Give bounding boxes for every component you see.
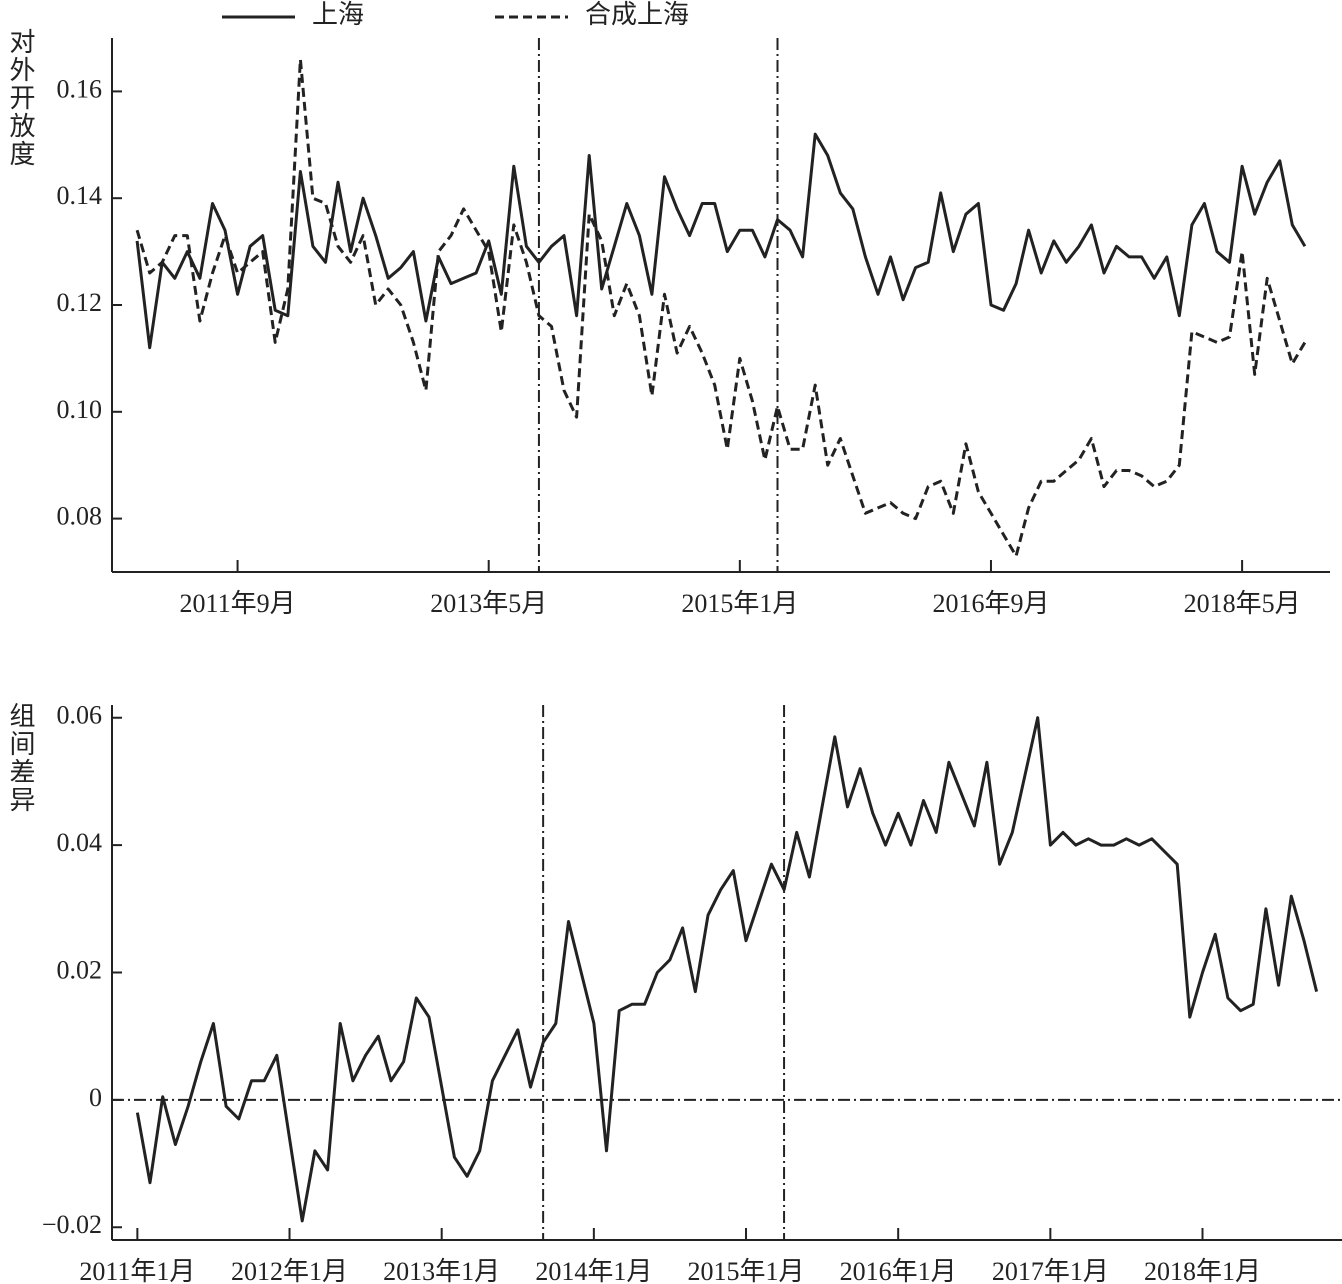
- x-tick-label: 2014年1月: [535, 1257, 652, 1284]
- x-tick-label: 2012年1月: [231, 1257, 348, 1284]
- y-tick-label: 0.16: [57, 74, 103, 103]
- x-tick-label: 2018年1月: [1144, 1257, 1261, 1284]
- series-line: [135, 57, 1307, 558]
- x-tick-label: 2013年5月: [430, 589, 547, 618]
- x-tick-label: 2018年5月: [1184, 589, 1301, 618]
- x-tick-label: 2016年9月: [932, 589, 1049, 618]
- x-tick-label: 2011年9月: [180, 589, 296, 618]
- y-tick-label: 0.12: [57, 288, 103, 317]
- y-axis-label: 对外开放度: [6, 28, 35, 168]
- y-tick-label: 0.08: [57, 502, 103, 531]
- x-tick-label: 2011年1月: [79, 1257, 195, 1284]
- y-tick-label: 0.10: [57, 395, 103, 424]
- y-tick-label: 0.04: [57, 828, 103, 857]
- series-line: [135, 716, 1319, 1223]
- x-tick-label: 2016年1月: [840, 1257, 957, 1284]
- x-tick-label: 2013年1月: [383, 1257, 500, 1284]
- y-tick-label: 0: [89, 1083, 102, 1112]
- x-tick-label: 2015年1月: [681, 589, 798, 618]
- x-tick-label: 2017年1月: [992, 1257, 1109, 1284]
- series-line: [135, 132, 1307, 350]
- y-tick-label: −0.02: [42, 1210, 102, 1239]
- legend-label: 上海: [312, 0, 364, 29]
- y-tick-label: 0.06: [57, 701, 103, 730]
- legend-label: 合成上海: [585, 0, 689, 29]
- x-tick-label: 2015年1月: [688, 1257, 805, 1284]
- y-axis-label: 组间差异: [6, 702, 35, 814]
- y-tick-label: 0.14: [57, 181, 103, 210]
- y-tick-label: 0.02: [57, 955, 103, 984]
